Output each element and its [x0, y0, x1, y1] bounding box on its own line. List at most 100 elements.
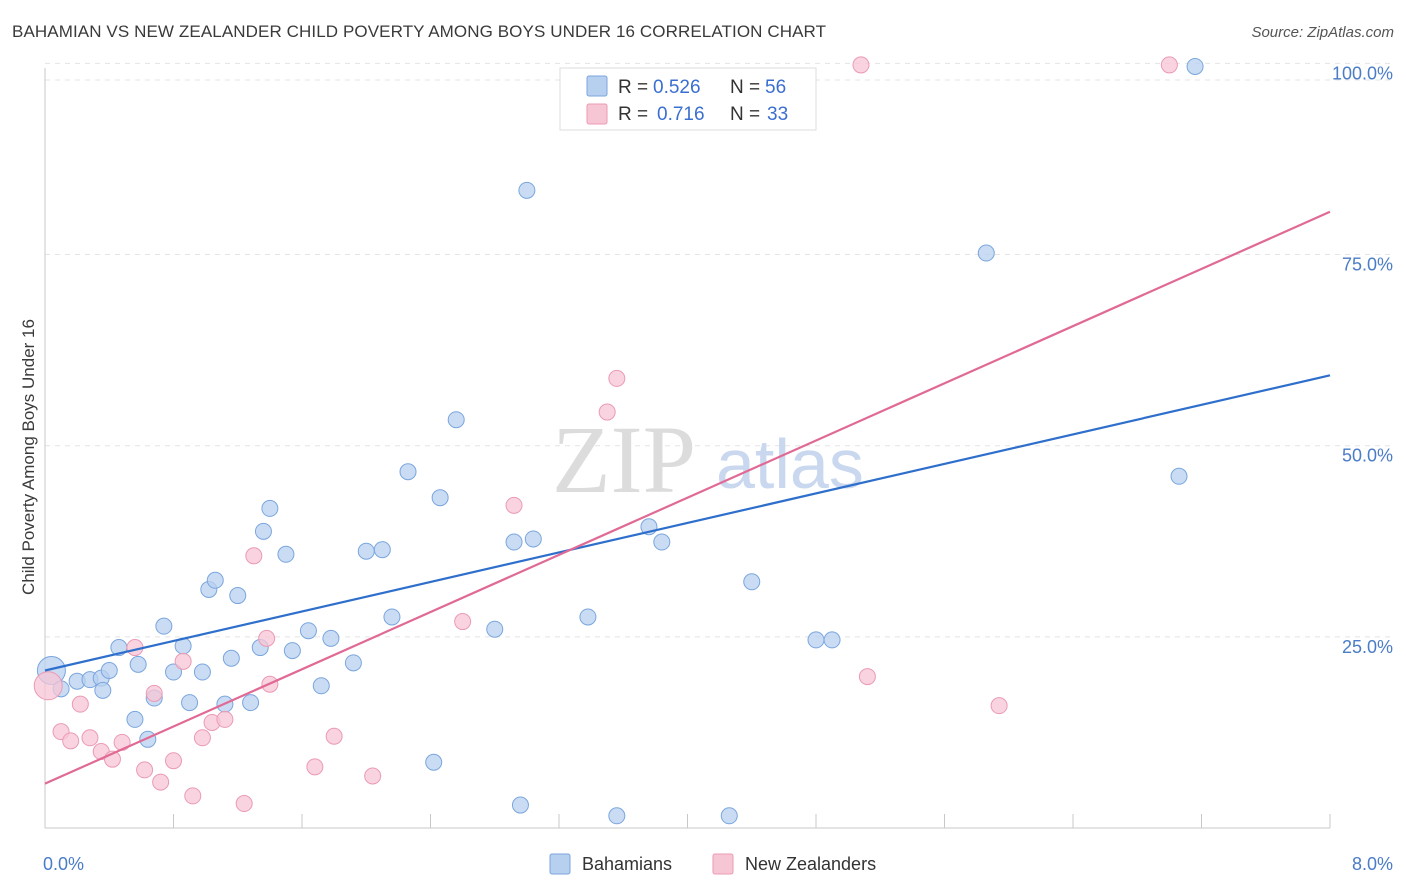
chart-title: BAHAMIAN VS NEW ZEALANDER CHILD POVERTY … [12, 22, 827, 41]
legend-r-label-blue: R = [618, 77, 648, 98]
bahamians-point [206, 571, 224, 589]
new-zealanders-point [858, 668, 876, 686]
new-zealanders-point [454, 613, 472, 631]
points-layer [33, 56, 1204, 825]
bahamians-point [977, 244, 995, 262]
bottom-legend-label-blue: Bahamians [582, 854, 672, 874]
y-tick-label: 50.0% [1342, 446, 1393, 466]
bahamians-point [283, 642, 301, 660]
bahamians-point [94, 681, 112, 699]
x-tick-label: 0.0% [43, 854, 84, 874]
new-zealanders-point [184, 787, 202, 805]
trend-layer [44, 210, 1331, 785]
new-zealanders-point [62, 732, 80, 750]
legend-r-label-pink: R = [618, 104, 648, 125]
new-zealanders-point [81, 729, 99, 747]
watermark-zip: ZIP [552, 406, 696, 513]
new-zealanders-point [174, 652, 192, 670]
bahamians-point [261, 499, 279, 517]
new-zealanders-point [1160, 56, 1178, 74]
new-zealanders-point [608, 369, 626, 387]
axis-layer: 25.0% 50.0% 75.0% 100.0% 0.0% 8.0% [43, 63, 1393, 874]
y-tick-label: 75.0% [1342, 255, 1393, 275]
bahamians-point [807, 631, 825, 649]
new-zealanders-point [364, 767, 382, 785]
bahamians-point [653, 533, 671, 551]
new-zealanders-point [71, 695, 89, 713]
bahamians-point [431, 489, 449, 507]
new-zealanders-point [216, 710, 234, 728]
bottom-legend-label-pink: New Zealanders [745, 854, 876, 874]
bahamians-point [486, 620, 504, 638]
bahamians-point [126, 710, 144, 728]
bahamians-point [505, 533, 523, 551]
new-zealanders-trend-line [44, 210, 1331, 785]
bahamians-point [608, 807, 626, 825]
new-zealanders-point [193, 729, 211, 747]
y-tick-label: 25.0% [1342, 637, 1393, 657]
bahamians-point [1186, 57, 1204, 75]
bahamians-point [312, 677, 330, 695]
new-zealanders-point [258, 629, 276, 647]
bahamians-point [743, 573, 761, 591]
legend-swatch-blue [586, 75, 608, 97]
legend-n-value-pink: 33 [767, 104, 788, 125]
x-tick-label: 8.0% [1352, 854, 1393, 874]
bahamians-point [383, 608, 401, 626]
y-axis-label: Child Poverty Among Boys Under 16 [19, 319, 38, 595]
bahamians-point [1170, 467, 1188, 485]
bahamians-point [447, 411, 465, 429]
bottom-legend-swatch-blue [549, 853, 571, 875]
watermark: ZIP atlas [552, 406, 864, 513]
bahamians-point [357, 542, 375, 560]
bahamians-point [100, 661, 118, 679]
legend-r-value-blue: 0.526 [653, 77, 701, 98]
bahamians-point [524, 530, 542, 548]
new-zealanders-point [505, 496, 523, 514]
new-zealanders-point [990, 697, 1008, 715]
new-zealanders-point [165, 752, 182, 770]
bahamians-point [344, 654, 362, 672]
bahamians-point [299, 622, 317, 640]
legend-n-label-pink: N = [730, 104, 760, 125]
bahamians-point [399, 463, 417, 481]
legend-swatch-pink [586, 103, 608, 125]
bahamians-point [155, 617, 173, 635]
new-zealanders-point [852, 56, 870, 74]
legend-n-label-blue: N = [730, 77, 760, 98]
legend-n-value-blue: 56 [765, 77, 786, 98]
bahamians-point [193, 663, 211, 681]
new-zealanders-point [325, 727, 343, 745]
bahamians-point [720, 807, 738, 825]
bahamians-point [823, 631, 841, 649]
bottom-legend-swatch-pink [712, 853, 734, 875]
bahamians-point [373, 541, 391, 559]
bahamians-point [229, 587, 247, 605]
legend-r-value-pink: 0.716 [657, 104, 705, 125]
bahamians-point [242, 694, 260, 712]
new-zealanders-point [235, 795, 253, 813]
bahamians-point [511, 796, 529, 814]
bahamians-point [579, 608, 597, 626]
top-legend: R = 0.526 N = 56 R = 0.716 N = 33 [559, 67, 817, 131]
bahamians-point [222, 649, 240, 667]
bahamians-point [165, 663, 182, 681]
bottom-legend: Bahamians New Zealanders [549, 853, 876, 875]
new-zealanders-point [136, 761, 154, 779]
y-tick-label: 100.0% [1332, 63, 1393, 83]
new-zealanders-point [152, 773, 170, 791]
watermark-atlas: atlas [716, 425, 864, 503]
new-zealanders-point [598, 403, 616, 421]
new-zealanders-point [145, 684, 163, 702]
bahamians-point [425, 753, 443, 771]
bahamians-point [518, 181, 536, 199]
new-zealanders-point [306, 758, 324, 776]
bahamians-trend-line [44, 374, 1331, 672]
new-zealanders-point [33, 671, 63, 701]
bahamians-point [322, 629, 340, 647]
new-zealanders-point [245, 547, 263, 565]
bahamians-point [129, 655, 147, 673]
bahamians-point [181, 694, 199, 712]
source-credit: Source: ZipAtlas.com [1251, 24, 1394, 41]
